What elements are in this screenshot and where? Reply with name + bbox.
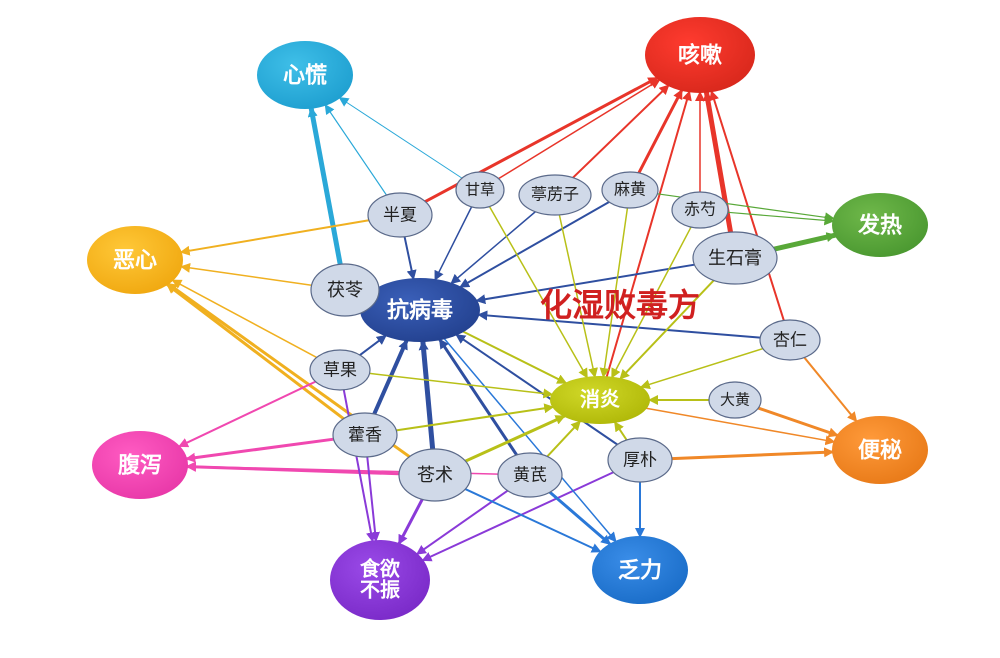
edge-caoguo-exin <box>173 281 316 358</box>
node-fali: 乏力 <box>592 536 688 604</box>
node-chishao: 赤芍 <box>672 192 728 228</box>
node-huoxiang: 藿香 <box>333 413 397 457</box>
edge-houpo-bianmi <box>672 452 832 459</box>
edge-cangzhu-shiyu <box>399 499 422 543</box>
edge-fuling-exin <box>182 267 312 286</box>
edge-banxia-kangbingdu <box>405 237 414 278</box>
node-caoguo: 草果 <box>310 350 370 390</box>
edge-xingren-bianmi <box>804 358 856 421</box>
node-exin: 恶心 <box>87 226 183 294</box>
edge-mahuang-kesou <box>639 91 682 173</box>
edge-gancao-kangbingdu <box>435 207 471 279</box>
network-diagram: 咳嗽心慌发热恶心腹泻便秘食欲不振乏力抗病毒消炎半夏甘草葶苈子麻黄赤芍生石膏茯苓草… <box>0 0 1000 658</box>
node-fuling: 茯苓 <box>311 264 379 316</box>
node-shiyu: 食欲不振 <box>330 540 430 620</box>
node-bianmi: 便秘 <box>832 416 928 484</box>
edge-xiaoyan-kesou <box>607 92 689 376</box>
edge-huoxiang-shiyu <box>367 457 376 540</box>
edge-caoguo-fuxie <box>180 382 316 446</box>
edge-tinglizi-kesou <box>573 86 668 178</box>
node-xinhuang: 心慌 <box>257 41 353 109</box>
edge-gancao-xinhuang <box>340 98 462 178</box>
node-shigao: 生石膏 <box>693 232 777 284</box>
node-houpo: 厚朴 <box>608 438 672 482</box>
edge-banxia-xinhuang <box>326 106 387 195</box>
node-tinglizi: 葶苈子 <box>519 175 591 215</box>
node-dahuang: 大黄 <box>709 382 761 418</box>
node-cangzhu: 苍术 <box>399 449 471 501</box>
edge-fuling-xinhuang <box>311 109 340 265</box>
edge-houpo-xiaoyan <box>615 423 626 440</box>
node-gancao: 甘草 <box>456 172 504 208</box>
edge-huoxiang-fuxie <box>187 439 333 459</box>
node-mahuang: 麻黄 <box>602 172 658 208</box>
edge-mahuang-kangbingdu <box>461 202 609 287</box>
edge-cangzhu-kangbingdu <box>423 342 433 449</box>
node-banxia: 半夏 <box>368 193 432 237</box>
edge-huangqi-xiaoyan <box>547 422 579 457</box>
edge-huangqi-kangbingdu <box>440 340 517 455</box>
node-xingren: 杏仁 <box>760 320 820 360</box>
node-fuxie: 腹泻 <box>92 431 188 499</box>
edge-xingren-xiaoyan <box>642 349 763 387</box>
edge-huoxiang-xiaoyan <box>396 407 552 430</box>
node-xiaoyan: 消炎 <box>550 376 650 424</box>
diagram-title: 化湿败毒方 <box>540 287 700 323</box>
edge-caoguo-xiaoyan <box>370 373 552 394</box>
node-huangqi: 黄芪 <box>498 453 562 497</box>
edge-shigao-fare <box>774 235 834 249</box>
edge-banxia-exin <box>182 220 369 252</box>
edge-gancao-kesou <box>499 80 659 178</box>
edge-caoguo-kangbingdu <box>360 336 385 355</box>
node-fare: 发热 <box>832 193 928 257</box>
node-kesou: 咳嗽 <box>645 17 755 93</box>
